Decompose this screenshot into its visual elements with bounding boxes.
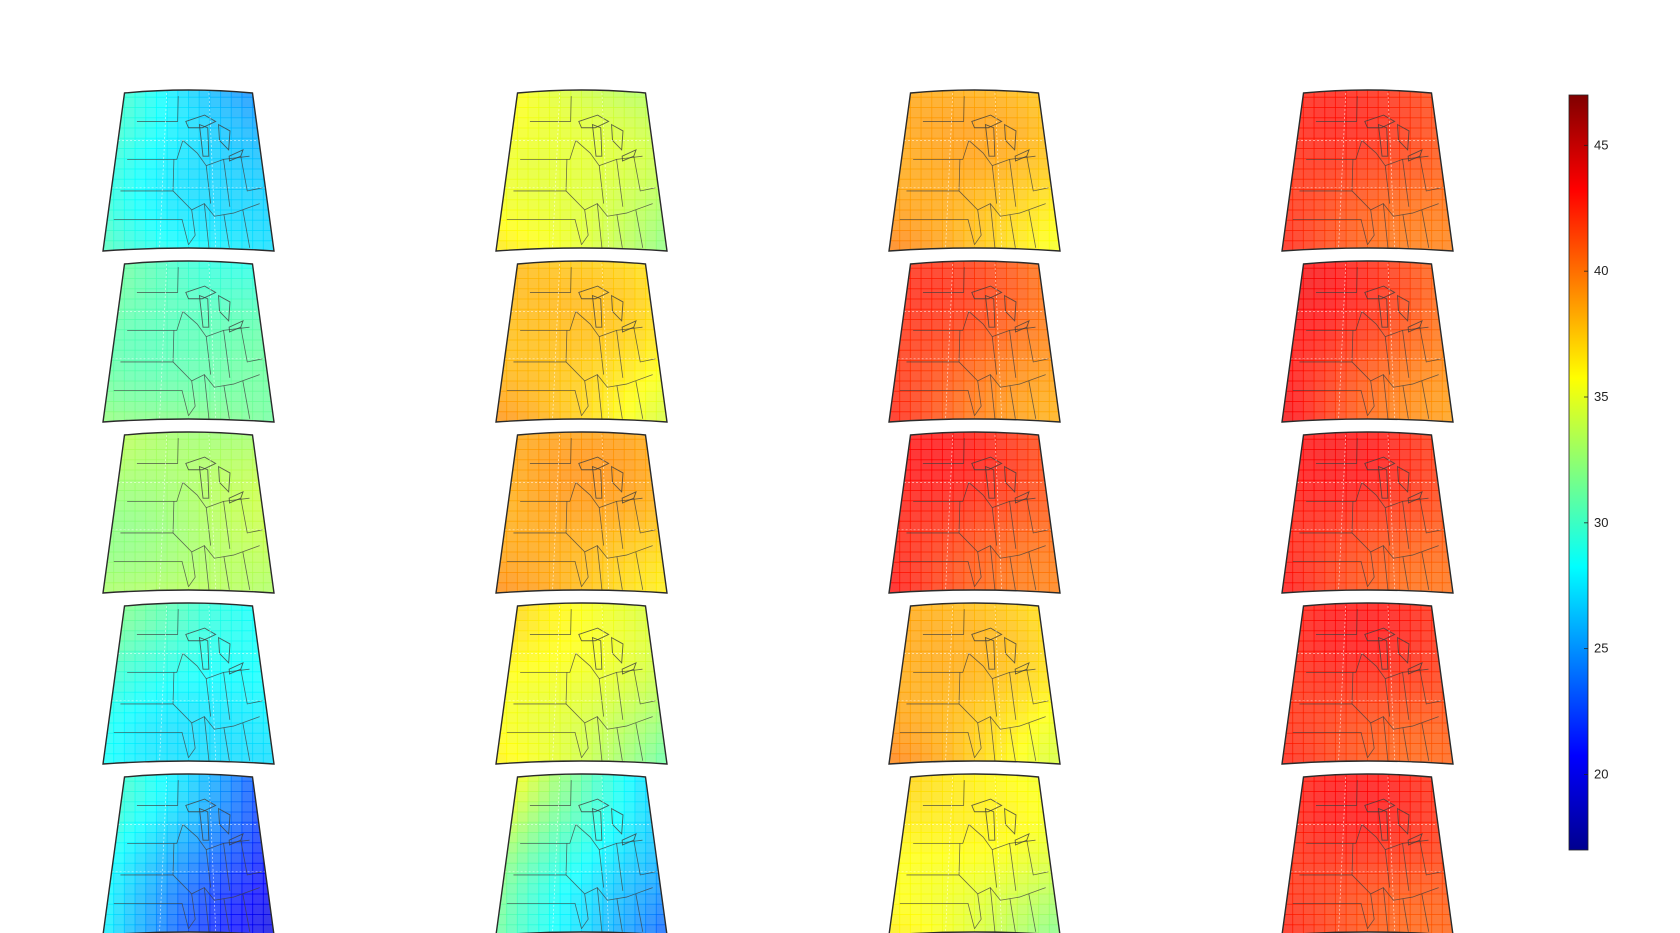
map-panel-r4-c3 <box>888 602 1061 765</box>
colorbar-tick-label: 35 <box>1594 389 1608 404</box>
colorbar-tick-label: 30 <box>1594 515 1608 530</box>
map-panel-r3-c1 <box>102 431 275 594</box>
map-panel-r1-c4 <box>1281 89 1454 252</box>
map-panel-r4-c2 <box>495 602 668 765</box>
map-panel-r1-c1 <box>102 89 275 252</box>
map-panel-r5-c4 <box>1281 773 1454 933</box>
map-panel-r3-c3 <box>888 431 1061 594</box>
map-panel-r4-c4 <box>1281 602 1454 765</box>
colorbar-gradient <box>1568 94 1589 851</box>
map-panel-r2-c3 <box>888 260 1061 423</box>
colorbar-tick-label: 45 <box>1594 137 1608 152</box>
map-panel-r1-c3 <box>888 89 1061 252</box>
map-panel-r5-c1 <box>102 773 275 933</box>
map-panel-r3-c4 <box>1281 431 1454 594</box>
colorbar: 20 25 30 35 40 45 <box>1568 94 1608 851</box>
map-panel-r5-c3 <box>888 773 1061 933</box>
colorbar-tick-label: 20 <box>1594 767 1608 782</box>
map-panel-r4-c1 <box>102 602 275 765</box>
map-panel-grid <box>102 89 1454 933</box>
map-panel-r2-c2 <box>495 260 668 423</box>
map-panel-r3-c2 <box>495 431 668 594</box>
map-panel-r2-c1 <box>102 260 275 423</box>
colorbar-tick-label: 40 <box>1594 263 1608 278</box>
map-panel-r5-c2 <box>495 773 668 933</box>
map-panel-r2-c4 <box>1281 260 1454 423</box>
colorbar-tick-label: 25 <box>1594 641 1608 656</box>
map-panel-r1-c2 <box>495 89 668 252</box>
